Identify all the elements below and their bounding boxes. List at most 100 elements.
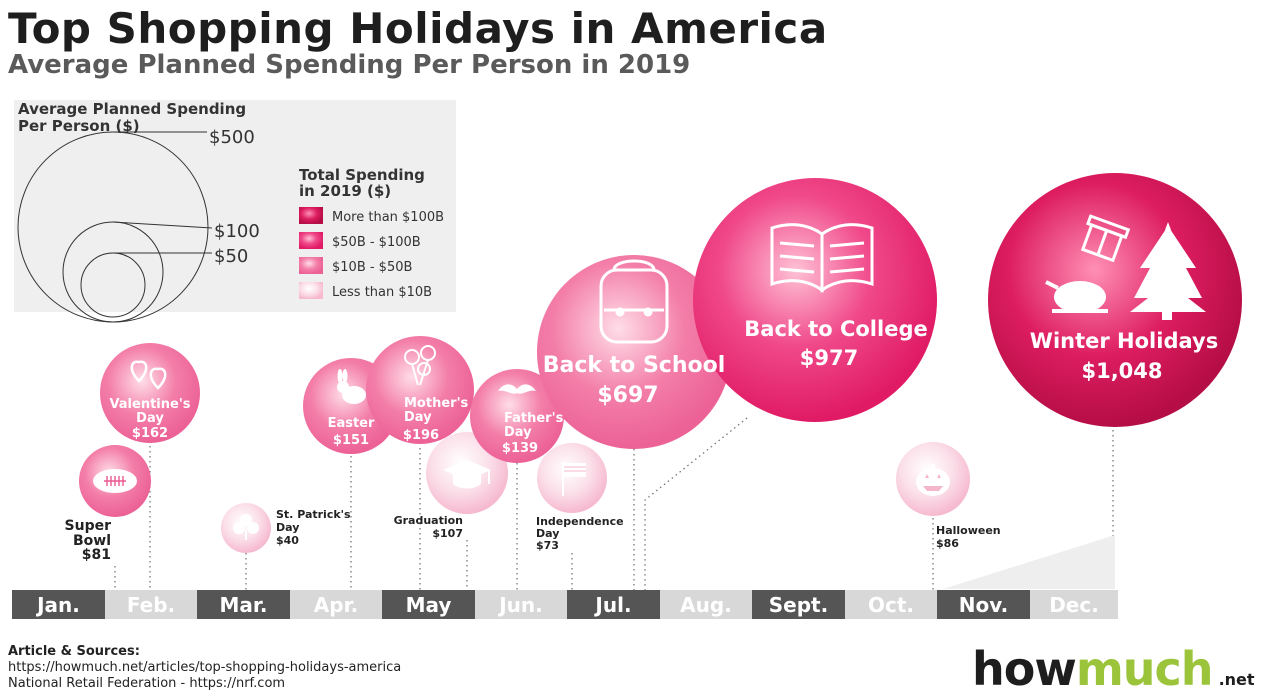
sources-nrf-link[interactable]: National Retail Federation - https://nrf…: [8, 676, 286, 691]
color-legend-label-50-100b: $50B - $100B: [332, 235, 421, 250]
label-independence-day-2: Day: [536, 527, 559, 540]
sources-heading: Article & Sources:: [8, 644, 140, 659]
sources-article-link[interactable]: https://howmuch.net/articles/top-shoppin…: [8, 660, 402, 675]
bubble-mothers-day: [366, 336, 474, 444]
bubble-circle-back-to-school: [537, 255, 731, 449]
month-jul: Jul.: [567, 590, 660, 619]
value-back-to-school: $697: [597, 383, 658, 408]
size-legend-value-500: $500: [209, 127, 255, 148]
value-winter-holidays: $1,048: [1081, 359, 1162, 383]
logo-net: .net: [1218, 670, 1255, 689]
color-legend-label-10-50b: $10B - $50B: [332, 260, 412, 275]
bubble-valentines-day: [100, 343, 200, 443]
mustache-icon: [498, 384, 536, 394]
label-valentines-day-2: Day: [136, 411, 164, 426]
page-subtitle: Average Planned Spending Per Person in 2…: [8, 50, 691, 80]
label-valentines-day-1: Valentine's: [109, 397, 190, 412]
label-graduation: Graduation: [394, 514, 463, 527]
bubble-super-bowl: [79, 445, 151, 517]
label-easter: Easter: [328, 416, 375, 431]
bubble-circle-mothers-day: [366, 336, 474, 444]
month-apr: Apr.: [290, 590, 382, 619]
label-halloween: Halloween: [936, 524, 1001, 537]
value-valentines-day: $162: [132, 426, 168, 441]
color-swatch-50-100b: [299, 232, 323, 249]
size-legend-title-1: Average Planned Spending: [18, 100, 246, 118]
pumpkin-icon: [916, 464, 950, 496]
label-independence-day-1: Independence: [536, 515, 624, 528]
label-back-to-school: Back to School: [543, 353, 726, 378]
size-legend: Average Planned Spending Per Person ($) …: [17, 100, 260, 323]
legend-leader-100: [112, 221, 213, 229]
howmuch-logo[interactable]: howmuch .net: [972, 642, 1255, 696]
value-super-bowl: $81: [82, 547, 111, 563]
legend-circle-500: [17, 131, 209, 323]
label-mothers-day-2: Day: [404, 410, 432, 425]
leader-back-to-college: [644, 417, 748, 590]
shamrock-icon: [233, 514, 259, 540]
page-title: Top Shopping Holidays in America: [8, 4, 828, 53]
bubble-circle-st-patricks-day: [221, 503, 271, 553]
label-fathers-day-1: Father's: [504, 411, 564, 426]
color-legend-label-more-100b: More than $100B: [332, 210, 444, 225]
tree-turkey-gift-icon: [1045, 214, 1206, 320]
color-legend-title-1: Total Spending: [299, 166, 425, 184]
month-feb: Feb.: [105, 590, 197, 619]
flag-icon: [562, 462, 586, 496]
bubble-halloween: [896, 442, 970, 516]
logo-much: much: [1075, 642, 1214, 696]
size-legend-value-100: $100: [214, 221, 260, 242]
bubble-independence-day: [537, 443, 607, 513]
book-icon: [770, 223, 874, 293]
month-jan: Jan.: [12, 590, 105, 619]
color-legend-title-2: in 2019 ($): [299, 182, 391, 200]
sources-block: Article & Sources: https://howmuch.net/a…: [8, 644, 401, 692]
bubble-circle-independence-day: [537, 443, 607, 513]
bubble-circle-valentines-day: [100, 343, 200, 443]
color-swatch-less-10b: [299, 282, 323, 299]
bubble-circle-winter-holidays: [988, 173, 1242, 427]
leader-lines: [114, 417, 1114, 590]
label-st-patricks-day-1: St. Patrick's: [276, 508, 351, 521]
label-st-patricks-day-2: Day: [276, 521, 299, 534]
label-fathers-day-2: Day: [504, 425, 532, 440]
month-oct: Oct.: [845, 590, 937, 619]
label-back-to-college: Back to College: [744, 317, 927, 341]
legend-circle-50: [80, 252, 146, 318]
backpack-icon: [599, 259, 669, 344]
value-independence-day: $73: [536, 539, 559, 552]
size-legend-value-50: $50: [214, 246, 248, 267]
winter-holidays-wedge: [943, 535, 1115, 589]
rabbit-icon: [337, 369, 366, 404]
month-aug: Aug.: [660, 590, 752, 619]
flowers-icon: [404, 345, 436, 386]
bubble-circle-fathers-day: [470, 369, 564, 463]
month-nov: Nov.: [937, 590, 1030, 619]
label-mothers-day-1: Mother's: [404, 396, 469, 411]
value-halloween: $86: [936, 537, 959, 550]
hearts-icon: [130, 360, 167, 390]
label-super-bowl-1: Super: [65, 518, 112, 534]
color-legend-label-less-10b: Less than $10B: [332, 285, 432, 300]
size-legend-title-2: Per Person ($): [18, 117, 140, 135]
month-sept: Sept.: [752, 590, 845, 619]
color-legend: Total Spending in 2019 ($) More than $10…: [299, 166, 444, 300]
bubble-back-to-school: [537, 255, 731, 449]
bubble-winter-holidays: [988, 173, 1242, 427]
month-mar: Mar.: [197, 590, 290, 619]
legend-circle-100: [62, 221, 164, 323]
label-winter-holidays: Winter Holidays: [1030, 329, 1218, 353]
value-graduation: $107: [432, 527, 463, 540]
value-fathers-day: $139: [502, 441, 538, 456]
label-super-bowl-2: Bowl: [73, 533, 111, 549]
value-easter: $151: [333, 433, 369, 448]
color-swatch-more-100b: [299, 207, 323, 224]
month-dec: Dec.: [1030, 590, 1118, 619]
value-mothers-day: $196: [403, 428, 439, 443]
value-st-patricks-day: $40: [276, 534, 299, 547]
bubble-back-to-college: [693, 178, 937, 422]
month-jun: Jun.: [475, 590, 567, 619]
bubble-circle-back-to-college: [693, 178, 937, 422]
month-may: May: [382, 590, 475, 619]
